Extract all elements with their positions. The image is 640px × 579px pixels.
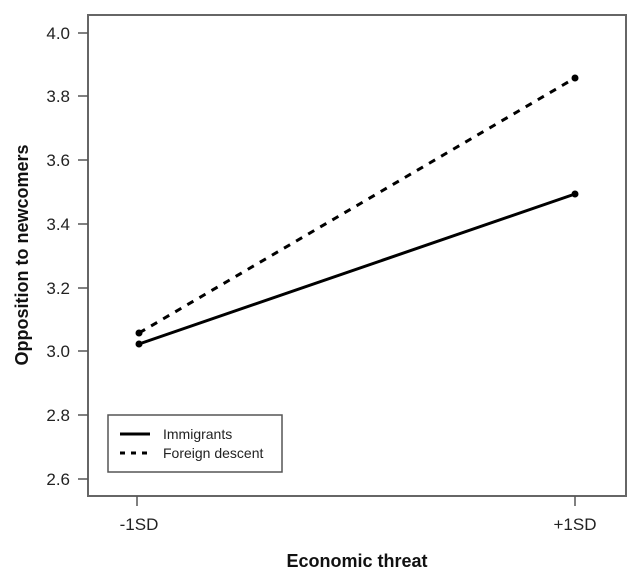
- data-point: [571, 190, 579, 198]
- x-axis-title: Economic threat: [286, 551, 427, 571]
- y-tick-label: 3.8: [46, 87, 70, 106]
- y-tick-label: 4.0: [46, 24, 70, 43]
- plot-frame: [87, 14, 627, 497]
- data-point: [135, 329, 143, 337]
- y-tick-label: 2.8: [46, 406, 70, 425]
- legend: Immigrants Foreign descent: [107, 414, 283, 473]
- x-tick-label: -1SD: [120, 515, 159, 534]
- legend-label: Immigrants: [163, 426, 232, 442]
- data-point: [135, 340, 143, 348]
- legend-label: Foreign descent: [163, 445, 264, 461]
- x-tick-label: +1SD: [554, 515, 597, 534]
- y-tick-label: 2.6: [46, 470, 70, 489]
- x-axis: -1SD +1SD: [120, 496, 597, 534]
- y-axis: 4.0 3.8 3.6 3.4 3.2 3.0 2.8 2.6: [46, 24, 88, 489]
- series-foreign-descent: [135, 74, 579, 337]
- data-point: [571, 74, 579, 82]
- series-immigrants: [135, 190, 579, 348]
- y-tick-label: 3.4: [46, 215, 70, 234]
- y-tick-label: 3.6: [46, 151, 70, 170]
- y-tick-label: 3.2: [46, 279, 70, 298]
- y-tick-label: 3.0: [46, 342, 70, 361]
- y-axis-title: Opposition to newcomers: [12, 144, 32, 365]
